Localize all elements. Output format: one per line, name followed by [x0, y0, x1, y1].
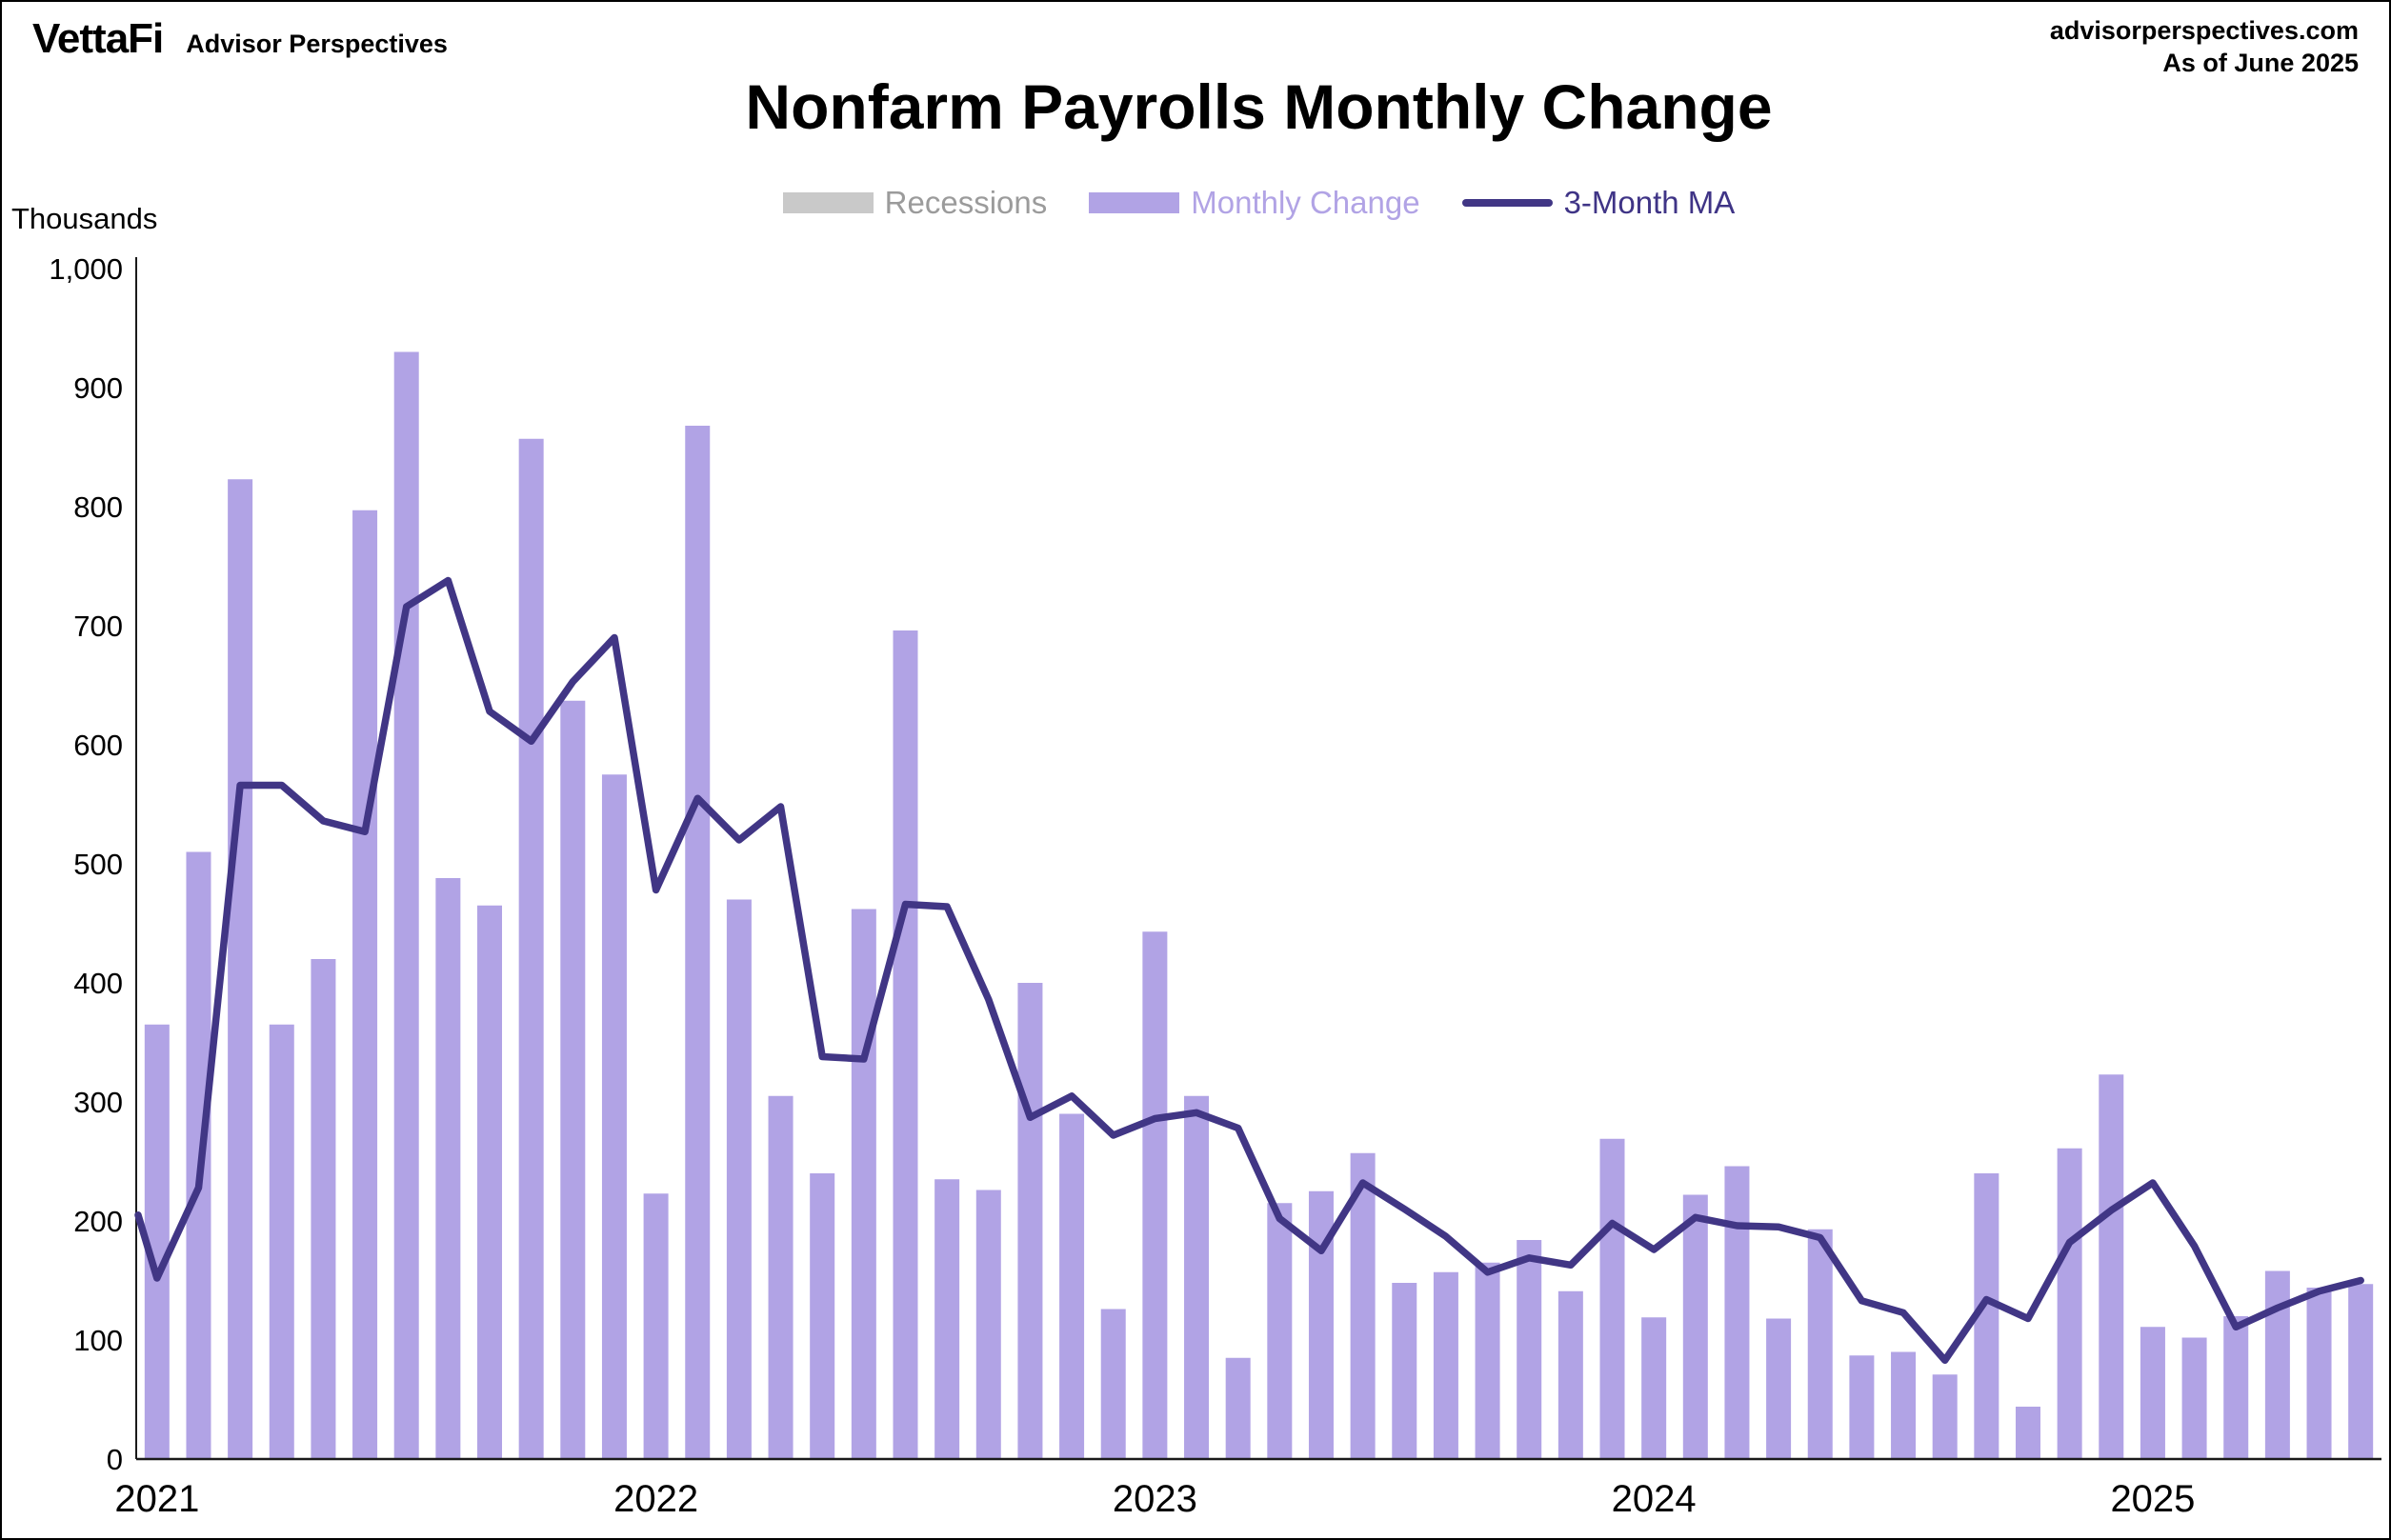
bar-2022-11 [1059, 1113, 1085, 1459]
bar-2023-06 [1350, 1152, 1376, 1459]
bar-2021-08 [435, 878, 461, 1459]
bar-2024-07 [1891, 1351, 1917, 1459]
bar-2023-09 [1475, 1262, 1500, 1459]
bar-2025-02 [2181, 1337, 2207, 1459]
y-tick-label-600: 600 [73, 729, 123, 762]
y-tick-label-900: 900 [73, 371, 123, 405]
bar-2024-02 [1682, 1194, 1708, 1459]
bar-2024-10 [2015, 1407, 2040, 1459]
y-tick-label-0: 0 [107, 1443, 123, 1476]
bar-2024-11 [2057, 1148, 2082, 1459]
brand: VettaFi Advisor Perspectives [32, 15, 448, 63]
bar-2024-12 [2099, 1074, 2124, 1459]
ma-line-swatch [1461, 199, 1553, 207]
legend-item-recessions: Recessions [782, 185, 1048, 221]
bar-2023-10 [1517, 1240, 1542, 1459]
vettafi-logo: VettaFi [32, 15, 164, 62]
bar-2024-06 [1849, 1355, 1875, 1459]
bar-2025-01 [2140, 1327, 2165, 1459]
monthly-change-label: Monthly Change [1191, 185, 1420, 220]
as-of-date: As of June 2025 [2162, 48, 2359, 77]
bar-2022-09 [975, 1190, 1001, 1459]
y-tick-label-700: 700 [73, 610, 123, 643]
bar-2022-03 [726, 899, 752, 1459]
legend-item-3-month-ma: 3-Month MA [1461, 185, 1736, 221]
y-axis-units-label: Thousands [11, 202, 158, 235]
monthly-change-swatch [1089, 192, 1180, 213]
bar-2021-11 [560, 700, 586, 1459]
bar-2023-03 [1225, 1357, 1251, 1459]
y-tick-label-800: 800 [73, 490, 123, 524]
bar-2023-04 [1267, 1203, 1293, 1459]
bar-2023-07 [1392, 1283, 1417, 1459]
bar-2024-04 [1766, 1318, 1792, 1459]
three-month-ma-line [134, 576, 2364, 1365]
recessions-label: Recessions [884, 185, 1048, 220]
brand-tagline: Advisor Perspectives [186, 30, 448, 58]
bar-2025-05 [2306, 1288, 2332, 1459]
bar-2023-12 [1599, 1138, 1625, 1459]
source-attribution: advisorperspectives.com As of June 2025 [2050, 15, 2359, 80]
y-tick-label-100: 100 [73, 1324, 123, 1357]
bar-2025-04 [2264, 1270, 2290, 1459]
bar-2022-04 [768, 1095, 794, 1459]
bar-2022-02 [685, 426, 711, 1459]
bar-2022-01 [643, 1193, 669, 1459]
bar-2025-03 [2223, 1316, 2249, 1459]
y-tick-label-500: 500 [73, 848, 123, 881]
bar-2024-01 [1641, 1317, 1667, 1459]
y-tick-label-300: 300 [73, 1086, 123, 1119]
bar-2023-08 [1433, 1271, 1458, 1459]
bar-2022-07 [893, 630, 918, 1459]
bar-2023-11 [1557, 1290, 1583, 1459]
bar-2022-12 [1100, 1309, 1126, 1459]
bar-2021-12 [601, 774, 627, 1459]
legend-item-monthly-change: Monthly Change [1089, 185, 1420, 221]
x-year-label-2023: 2023 [1113, 1478, 1197, 1520]
bar-2022-05 [810, 1173, 835, 1459]
source-website: advisorperspectives.com [2049, 16, 2359, 45]
bar-2021-04 [269, 1024, 294, 1459]
bar-2021-06 [352, 510, 378, 1459]
bar-2023-02 [1184, 1095, 1210, 1459]
header-bar: VettaFi Advisor Perspectives advisorpers… [32, 15, 2359, 80]
bar-2021-10 [518, 438, 544, 1459]
bar-2021-09 [477, 905, 503, 1459]
y-tick-label-1000: 1,000 [49, 252, 123, 286]
chart-legend: Recessions Monthly Change 3-Month MA [136, 185, 2381, 221]
bar-2021-07 [393, 351, 419, 1459]
bar-2024-05 [1807, 1229, 1833, 1459]
x-year-label-2021: 2021 [114, 1478, 199, 1520]
bar-2022-10 [1017, 983, 1043, 1459]
x-year-label-2025: 2025 [2110, 1478, 2195, 1520]
x-year-label-2022: 2022 [613, 1478, 698, 1520]
x-year-label-2024: 2024 [1612, 1478, 1697, 1520]
recessions-swatch [782, 192, 874, 213]
bar-2021-05 [311, 959, 336, 1459]
bar-2022-06 [851, 909, 876, 1459]
bar-2023-01 [1142, 931, 1168, 1459]
chart-title: Nonfarm Payrolls Monthly Change [745, 71, 1773, 142]
bar-2025-06 [2348, 1284, 2374, 1459]
bar-2022-08 [934, 1179, 960, 1459]
ma-label: 3-Month MA [1563, 185, 1736, 220]
bar-2024-03 [1724, 1166, 1750, 1459]
y-tick-label-400: 400 [73, 967, 123, 1000]
bar-2024-08 [1932, 1374, 1958, 1459]
y-tick-label-200: 200 [73, 1205, 123, 1238]
bar-2021-03 [228, 479, 253, 1459]
